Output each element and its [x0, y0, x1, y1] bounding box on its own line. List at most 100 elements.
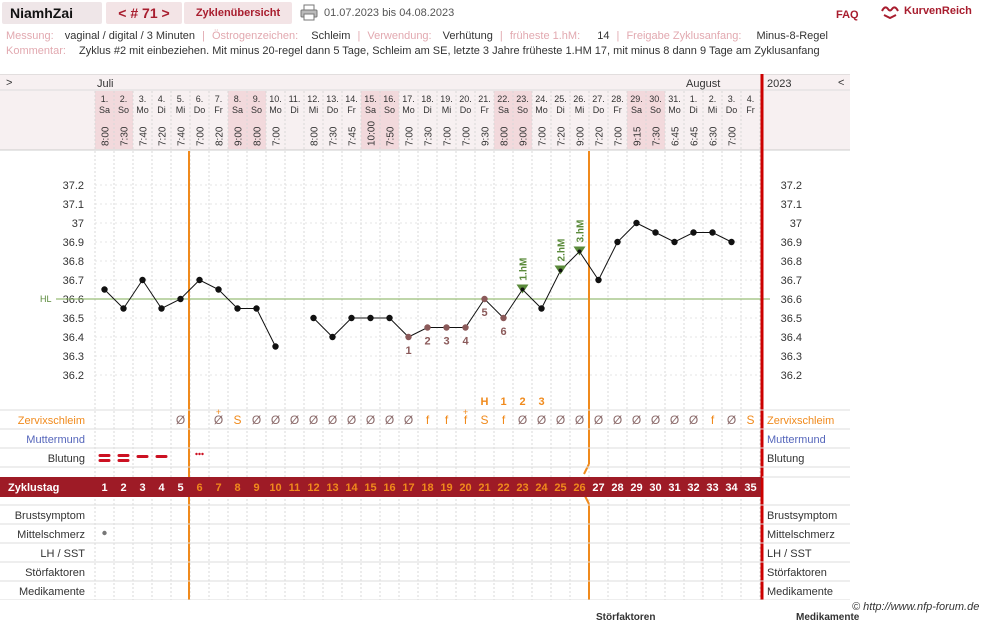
cycle-overview-link[interactable]: Zyklenübersicht	[184, 2, 292, 24]
cycle-day-number: 4	[158, 482, 165, 494]
cycle-day-number: 9	[253, 482, 259, 494]
bleeding-heavy-mark	[117, 454, 130, 457]
cycle-number: # 71	[130, 5, 158, 21]
measure-time: 7:50	[386, 126, 397, 146]
cycle-day-number: 1	[101, 482, 107, 494]
brand-logo-icon	[881, 6, 899, 20]
chart-scroll-left-button[interactable]: >	[6, 77, 12, 89]
weekday-label: Sa	[631, 105, 642, 115]
mucus-symbol: Ø	[670, 413, 679, 427]
measure-time: 6:45	[690, 126, 701, 146]
measure-time: 7:00	[405, 126, 416, 146]
temperature-line	[104, 279, 276, 347]
weekend-shade	[228, 91, 247, 149]
temperature-point	[481, 295, 488, 303]
cycle-day-number: 30	[649, 482, 661, 494]
weekday-label: Do	[593, 105, 605, 115]
day-number: 21.	[478, 94, 491, 104]
weekday-label: Sa	[498, 105, 509, 115]
year-label: 2023	[767, 78, 791, 90]
day-number: 4.	[747, 94, 755, 104]
y-tick-label-left: 36.7	[63, 275, 84, 287]
temperature-point	[595, 276, 602, 284]
mucus-plus-mark: +	[216, 407, 221, 417]
mucus-symbol: Ø	[347, 413, 356, 427]
cutoff-disturbances-heading: Störfaktoren	[596, 612, 656, 620]
cycle-day-number: 22	[497, 482, 509, 494]
day-number: 1.	[101, 94, 109, 104]
weekday-label: Fr	[746, 105, 755, 115]
temperature-point	[139, 276, 146, 284]
cycle-day-number: 10	[269, 482, 281, 494]
row-label-zervixschleim: Zervixschleim	[18, 415, 85, 427]
weekday-label: Fr	[347, 105, 356, 115]
cycle-day-number: 33	[706, 482, 718, 494]
measure-time: 8:00	[253, 126, 264, 146]
month-label: Juli	[97, 78, 114, 90]
weekday-label: Di	[423, 105, 432, 115]
chart-scroll-right-button[interactable]: <	[838, 77, 844, 89]
cycle-day-number: 18	[421, 482, 433, 494]
y-tick-label-left: 36.9	[63, 237, 84, 249]
temperature-point	[614, 238, 621, 246]
y-tick-label-right: 36.5	[781, 313, 802, 325]
faq-link[interactable]: FAQ	[836, 9, 859, 21]
separator: |	[202, 30, 205, 42]
row-label-right-mittelschmerz: Mittelschmerz	[767, 529, 835, 541]
day-number: 8.	[234, 94, 242, 104]
day-number: 10.	[269, 94, 282, 104]
mucus-plus-mark: +	[463, 407, 468, 417]
mucus-symbol: Ø	[613, 413, 622, 427]
measure-time: 9:00	[576, 126, 587, 146]
high-measure-label: 2.hM	[557, 239, 568, 262]
day-number: 2.	[120, 94, 128, 104]
y-tick-label-left: 36.8	[63, 256, 84, 268]
day-number: 23.	[516, 94, 529, 104]
cycle-day-number: 27	[592, 482, 604, 494]
y-tick-label-left: 37	[72, 218, 84, 230]
user-name: NiamhZai	[2, 2, 102, 24]
temperature-point	[196, 276, 203, 284]
temperature-point	[558, 268, 563, 273]
weekday-label: Sa	[365, 105, 376, 115]
brand-link[interactable]: KurvenReich	[880, 2, 972, 20]
measure-time: 9:15	[633, 126, 644, 146]
weekend-shade	[513, 91, 532, 149]
mucus-symbol: Ø	[594, 413, 603, 427]
cycle-navigator: < # 71 >	[106, 2, 182, 24]
y-tick-label-left: 36.2	[63, 370, 84, 382]
day-number: 2.	[709, 94, 717, 104]
temperature-point	[348, 314, 355, 322]
temperature-point	[424, 324, 431, 331]
cycle-day-number: 12	[307, 482, 319, 494]
bleeding-heavy-mark	[98, 454, 111, 457]
row-label-medikamente: Medikamente	[19, 586, 85, 598]
peak-count-label: 1	[500, 396, 506, 408]
cycle-day-number: 32	[687, 482, 699, 494]
high-measure-label: 1.hM	[519, 258, 530, 281]
temperature-point	[671, 238, 678, 246]
day-number: 1.	[690, 94, 698, 104]
row-label-right-blutung: Blutung	[767, 453, 804, 465]
measure-time: 7:00	[728, 126, 739, 146]
previous-cycle-button[interactable]: <	[118, 5, 127, 21]
peak-count-label: 2	[519, 396, 525, 408]
weekday-label: Do	[194, 105, 206, 115]
weekday-label: Fr	[480, 105, 489, 115]
low-measure-label: 2	[424, 336, 430, 348]
row-label-right-stoerfaktoren: Störfaktoren	[767, 567, 827, 579]
cycle-day-number: 3	[139, 482, 145, 494]
mucus-symbol: S	[746, 413, 754, 427]
mucus-symbol: Ø	[651, 413, 660, 427]
mucus-symbol: Ø	[176, 413, 185, 427]
temperature-point	[633, 219, 640, 227]
measure-time: 7:00	[443, 126, 454, 146]
next-cycle-button[interactable]: >	[161, 5, 170, 21]
day-number: 9.	[253, 94, 261, 104]
cycle-day-number: 13	[326, 482, 338, 494]
cycle-day-number: 34	[725, 482, 738, 494]
cycle-day-number: 15	[364, 482, 376, 494]
printer-icon[interactable]	[300, 4, 318, 21]
weekend-shade	[494, 91, 513, 149]
comment-text: Zyklus #2 mit einbeziehen. Mit minus 20-…	[78, 45, 820, 57]
